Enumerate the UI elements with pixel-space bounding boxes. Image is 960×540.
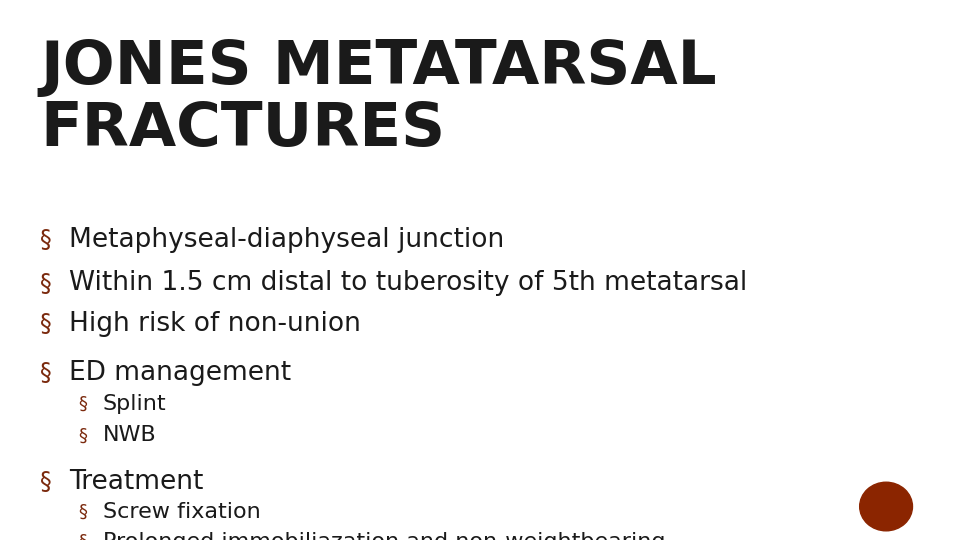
Text: §: § xyxy=(40,470,52,494)
Text: §: § xyxy=(79,426,87,444)
Ellipse shape xyxy=(860,482,912,531)
Text: Treatment: Treatment xyxy=(69,469,204,495)
Text: NWB: NWB xyxy=(103,425,156,446)
Text: §: § xyxy=(40,312,52,336)
Text: §: § xyxy=(79,533,87,540)
Text: §: § xyxy=(40,228,52,252)
Text: §: § xyxy=(79,503,87,521)
Text: §: § xyxy=(40,361,52,384)
Text: §: § xyxy=(40,272,52,295)
Text: ED management: ED management xyxy=(69,360,291,386)
Text: Splint: Splint xyxy=(103,394,166,414)
Text: High risk of non-union: High risk of non-union xyxy=(69,311,361,337)
Text: Screw fixation: Screw fixation xyxy=(103,502,260,522)
Text: JONES METATARSAL
FRACTURES: JONES METATARSAL FRACTURES xyxy=(40,38,717,159)
Text: §: § xyxy=(79,395,87,413)
Text: Within 1.5 cm distal to tuberosity of 5th metatarsal: Within 1.5 cm distal to tuberosity of 5t… xyxy=(69,271,748,296)
Text: Prolonged immobiliazation and non-weightbearing: Prolonged immobiliazation and non-weight… xyxy=(103,532,665,540)
Text: Metaphyseal-diaphyseal junction: Metaphyseal-diaphyseal junction xyxy=(69,227,504,253)
